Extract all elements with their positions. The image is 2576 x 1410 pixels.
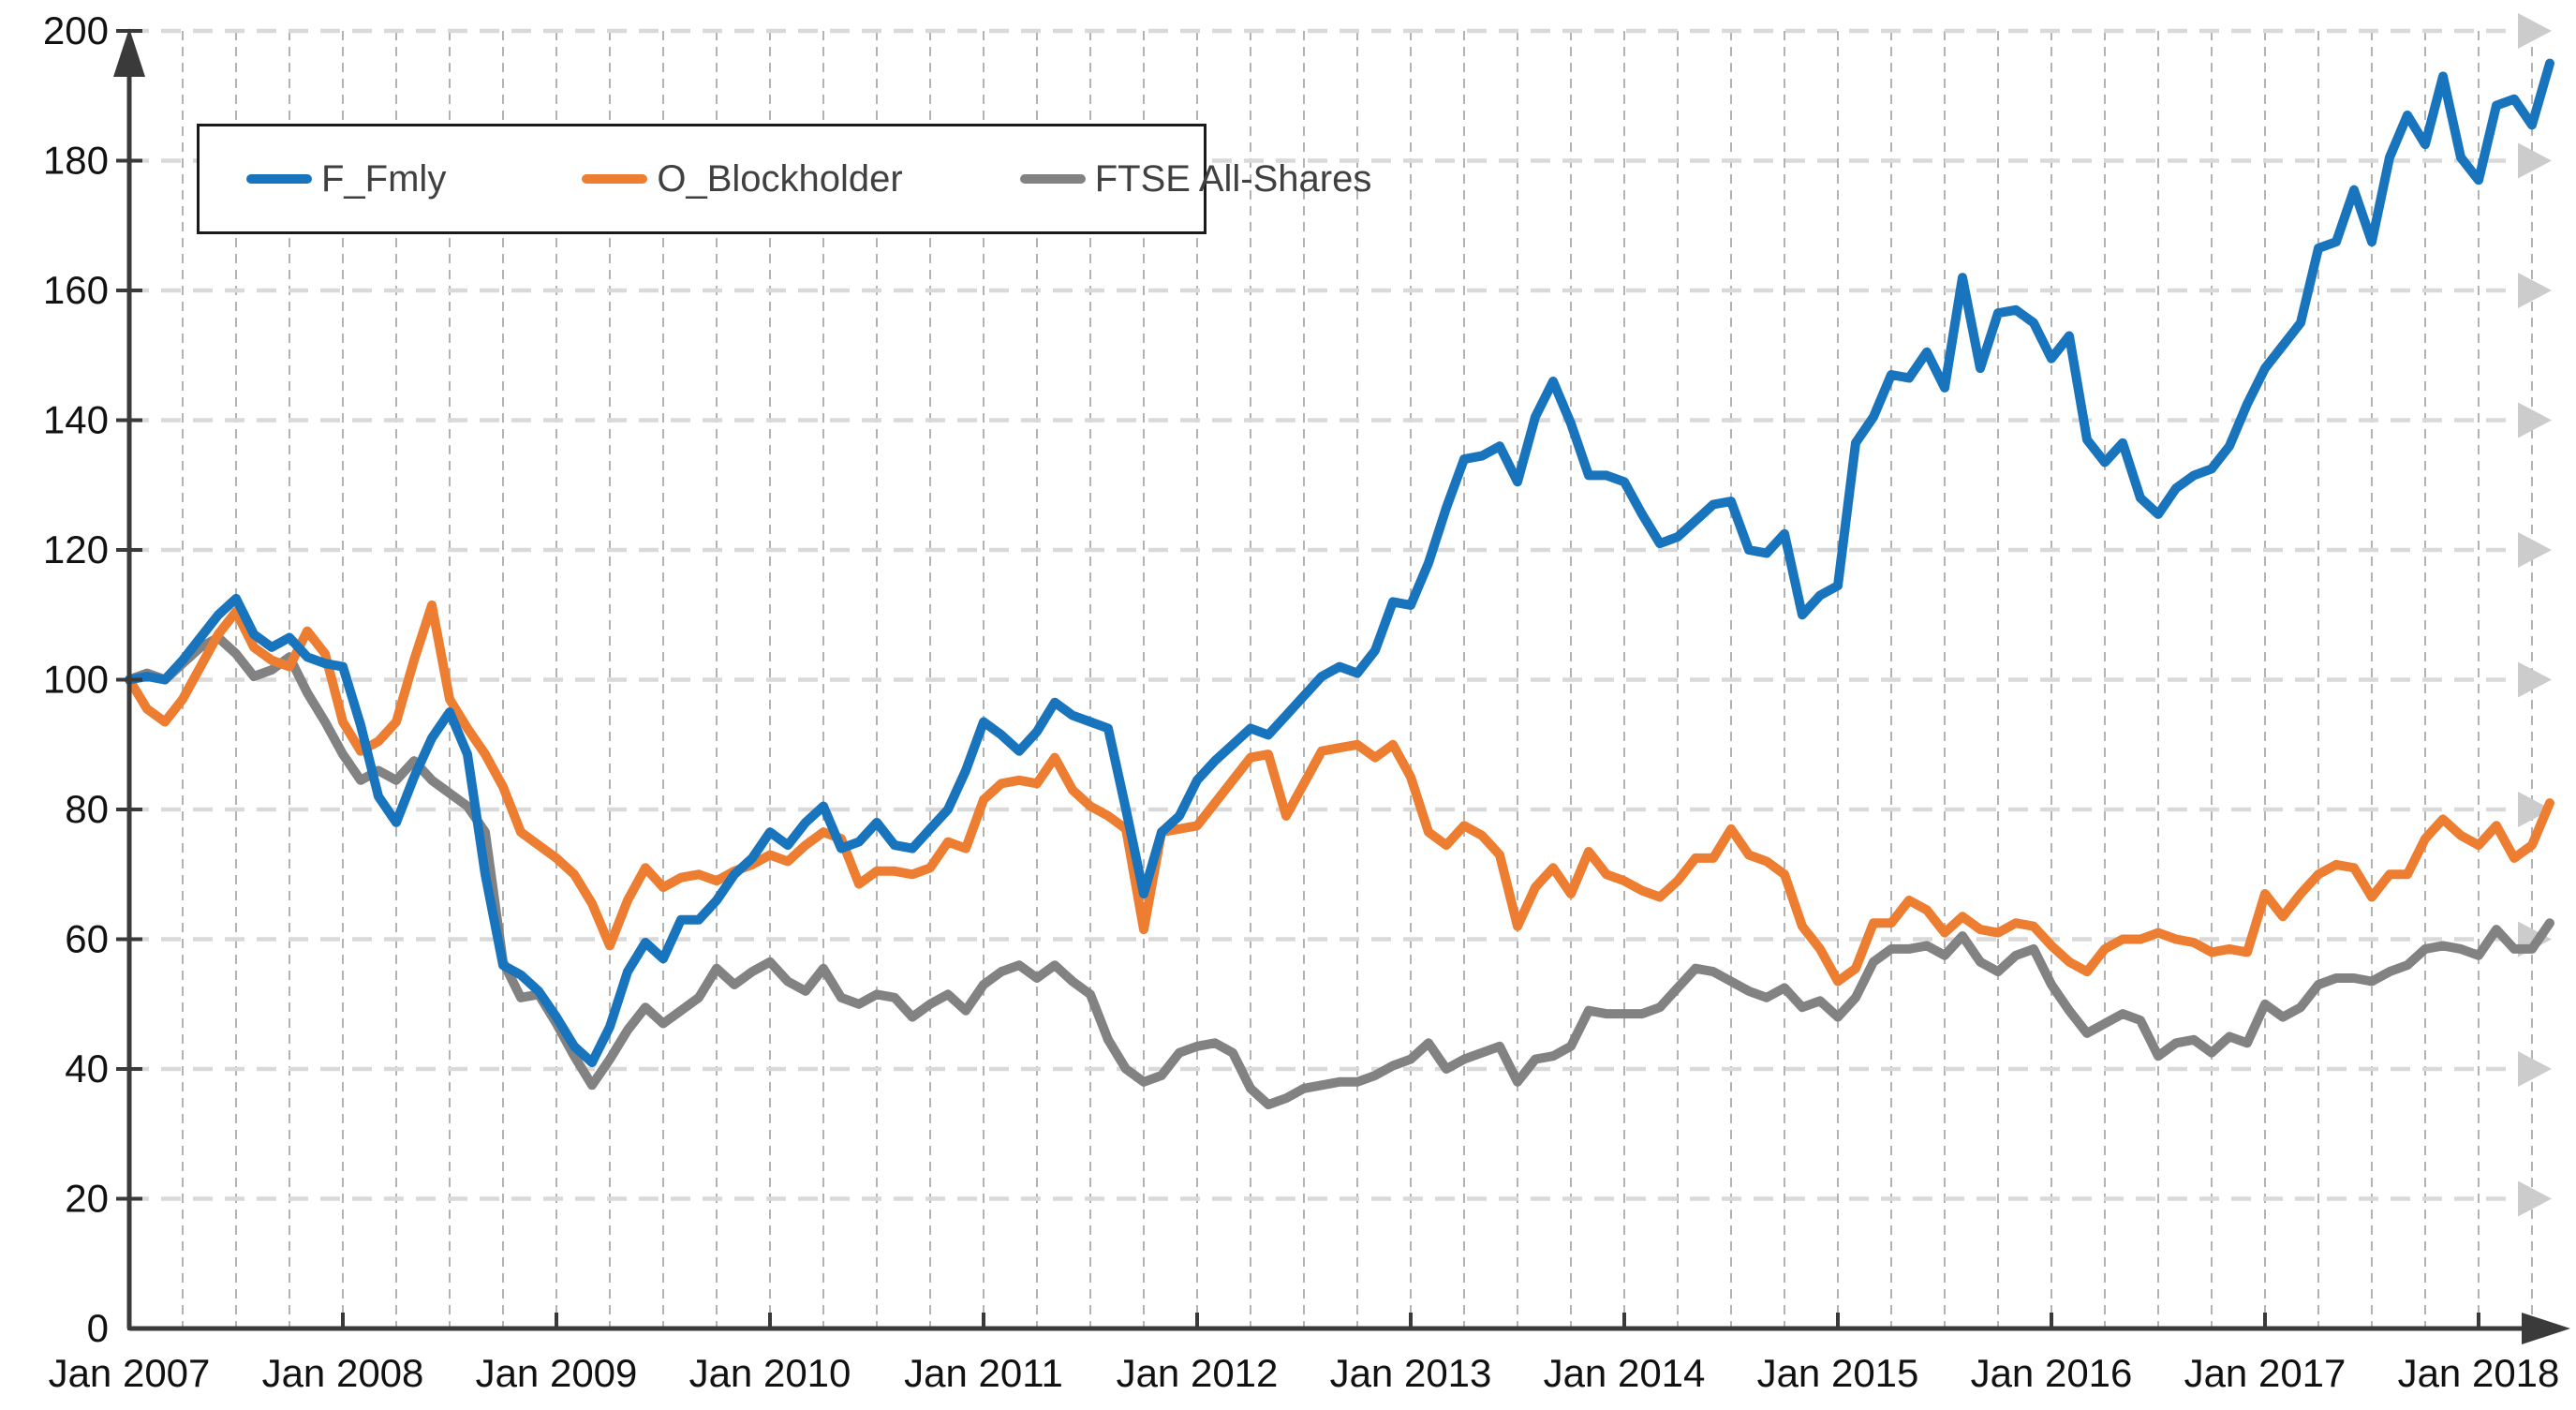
x-axis-arrowhead-icon	[2522, 1313, 2570, 1344]
series-line-f-fmly	[125, 58, 2554, 1068]
y-tick-label: 100	[43, 658, 109, 702]
y-tick-label: 20	[65, 1177, 109, 1221]
legend-item-o-blockholder: O_Blockholder	[582, 157, 903, 200]
x-tick-label: Jan 2017	[2184, 1351, 2347, 1395]
gridline-arrowhead-icon	[2518, 273, 2552, 308]
y-tick-label: 120	[43, 527, 109, 571]
series-line-ftse-all-shares	[125, 632, 2554, 1110]
gridline-arrowhead-icon	[2518, 13, 2552, 49]
x-tick-label: Jan 2013	[1330, 1351, 1492, 1395]
gridline-arrowhead-icon	[2518, 142, 2552, 179]
legend-item-ftse-all-shares: FTSE All-Shares	[1019, 157, 1372, 200]
series-line-o-blockholder	[125, 600, 2554, 987]
y-tick-label: 200	[43, 8, 109, 52]
x-tick-label: Jan 2008	[262, 1351, 424, 1395]
legend-label: O_Blockholder	[657, 157, 903, 200]
x-tick-label: Jan 2009	[476, 1351, 638, 1395]
gridline-arrowhead-icon	[2518, 792, 2552, 827]
x-tick-label: Jan 2016	[1971, 1351, 2133, 1395]
gridline-arrowhead-icon	[2518, 402, 2552, 438]
x-tick-label: Jan 2014	[1544, 1351, 1706, 1395]
y-axis-arrowhead-icon	[113, 28, 145, 77]
y-tick-label: 80	[65, 787, 109, 831]
y-tick-label: 0	[87, 1306, 109, 1350]
gridline-arrowhead-icon	[2518, 1051, 2552, 1087]
series-line-swatch-orange	[582, 174, 648, 184]
gridline-arrowhead-icon	[2518, 532, 2552, 568]
legend-label: F_Fmly	[321, 157, 447, 200]
x-tick-label: Jan 2010	[689, 1351, 851, 1395]
x-tick-label: Jan 2012	[1117, 1351, 1279, 1395]
x-tick-label: Jan 2015	[1757, 1351, 1919, 1395]
legend-label: FTSE All-Shares	[1094, 157, 1372, 200]
y-tick-label: 140	[43, 398, 109, 442]
x-tick-label: Jan 2007	[49, 1351, 211, 1395]
y-tick-label: 40	[65, 1046, 109, 1091]
legend: F_Fmly O_Blockholder FTSE All-Shares	[197, 124, 1371, 234]
gridline-arrowhead-icon	[2518, 661, 2552, 698]
gridline-arrowhead-icon	[2518, 1180, 2552, 1217]
x-tick-label: Jan 2011	[904, 1351, 1063, 1395]
y-tick-label: 160	[43, 268, 109, 312]
y-tick-label: 180	[43, 139, 109, 183]
y-tick-label: 60	[65, 917, 109, 961]
series-line-swatch-blue	[246, 174, 312, 184]
series-line-swatch-gray	[1019, 174, 1086, 184]
legend-item-f-fmly: F_Fmly	[246, 158, 446, 200]
x-tick-label: Jan 2018	[2398, 1351, 2560, 1395]
